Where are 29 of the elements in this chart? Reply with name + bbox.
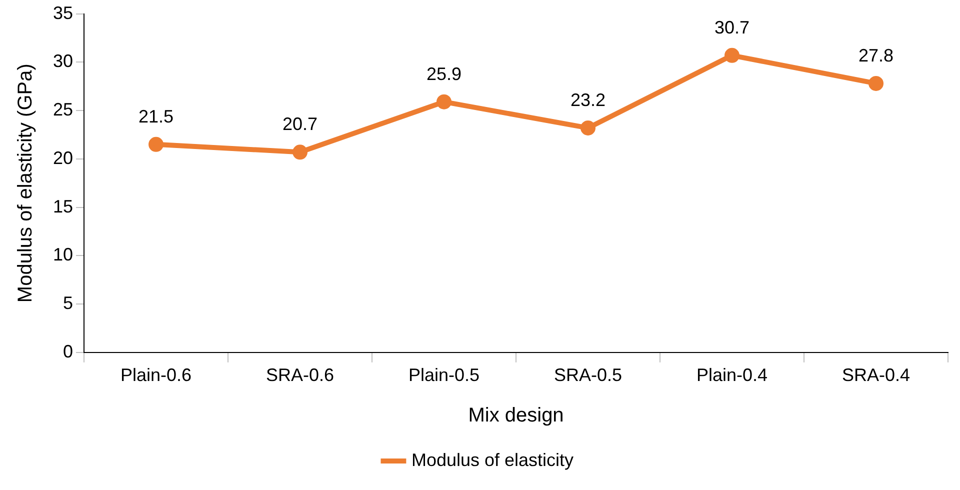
- x-tick-label: Plain-0.6: [120, 365, 192, 386]
- x-tick-label: SRA-0.5: [554, 365, 622, 386]
- point: [868, 76, 884, 91]
- y-axis-title: Modulus of elasticity (GPa): [14, 64, 37, 303]
- y-tick-label: 25: [52, 100, 74, 120]
- y-tick-label: 0: [63, 341, 74, 362]
- data-label: 20.7: [282, 114, 318, 134]
- point: [580, 120, 596, 136]
- data-label: 23.2: [570, 90, 606, 110]
- y-tick-label: 10: [52, 244, 74, 265]
- x-axis-title: Mix design: [468, 404, 564, 427]
- x-tick-label: Plain-0.5: [408, 365, 480, 386]
- point: [724, 48, 740, 63]
- data-label: 25.9: [426, 64, 462, 84]
- x-tick-label: Plain-0.4: [696, 365, 768, 386]
- point: [148, 136, 164, 152]
- point: [436, 94, 452, 110]
- y-tick-label: 30: [52, 51, 74, 72]
- x-tick-label: SRA-0.4: [842, 365, 910, 386]
- y-tick-label: 20: [52, 148, 74, 168]
- y-tick-label: 15: [52, 196, 74, 216]
- data-label: 27.8: [858, 45, 894, 66]
- x-tick-label: SRA-0.6: [266, 365, 334, 386]
- y-tick-label: 35: [52, 2, 74, 23]
- y-tick-label: 5: [63, 292, 74, 313]
- legend-label: Modulus of elasticity: [411, 450, 574, 470]
- data-label: 30.7: [714, 17, 750, 38]
- point: [292, 144, 308, 160]
- data-label: 21.5: [138, 106, 174, 126]
